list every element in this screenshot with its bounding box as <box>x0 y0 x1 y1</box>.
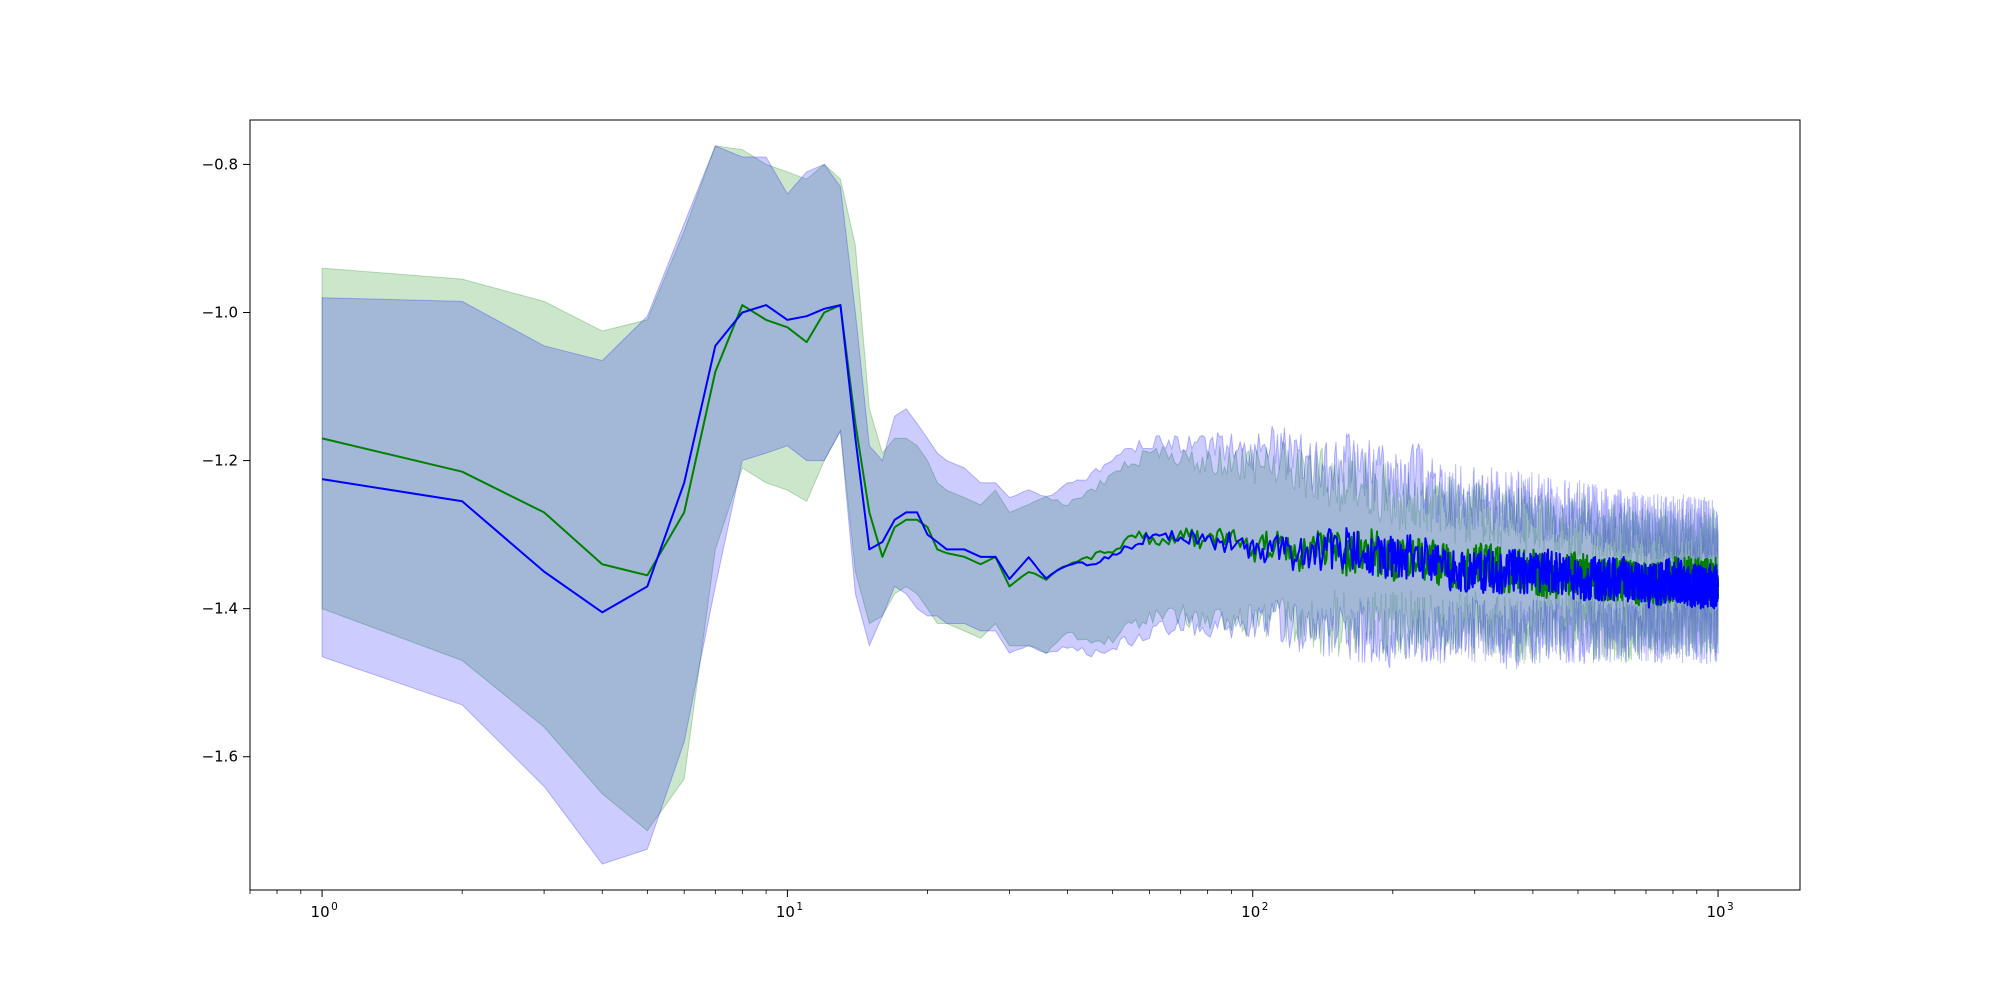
x-axis: 10 0 10 1 10 2 10 3 <box>249 890 1734 921</box>
series-2-band <box>321 145 1719 865</box>
x-tick-label: 10 <box>311 903 330 921</box>
x-tick-label-exponent: 3 <box>1727 901 1734 913</box>
confidence-bands <box>321 145 1719 865</box>
y-tick-label: −1.0 <box>202 304 238 322</box>
x-tick-label-exponent: 2 <box>1262 901 1269 913</box>
y-tick-label: −1.4 <box>202 600 238 618</box>
series-2-line <box>321 304 1720 614</box>
x-tick-label: 10 <box>1241 903 1260 921</box>
series-1-band <box>321 145 1719 832</box>
plot-frame <box>249 119 1801 891</box>
y-tick-label: −0.8 <box>202 155 238 173</box>
x-tick-label-exponent: 1 <box>796 901 803 913</box>
y-tick-label: −1.6 <box>202 748 238 766</box>
y-axis: −1.6 −1.4 −1.2 −1.0 −0.8 <box>202 155 250 766</box>
x-tick-label: 10 <box>776 903 795 921</box>
mean-lines <box>321 304 1720 614</box>
x-tick-label: 10 <box>1707 903 1726 921</box>
x-tick-label-exponent: 0 <box>331 901 338 913</box>
y-tick-label: −1.2 <box>202 452 238 470</box>
